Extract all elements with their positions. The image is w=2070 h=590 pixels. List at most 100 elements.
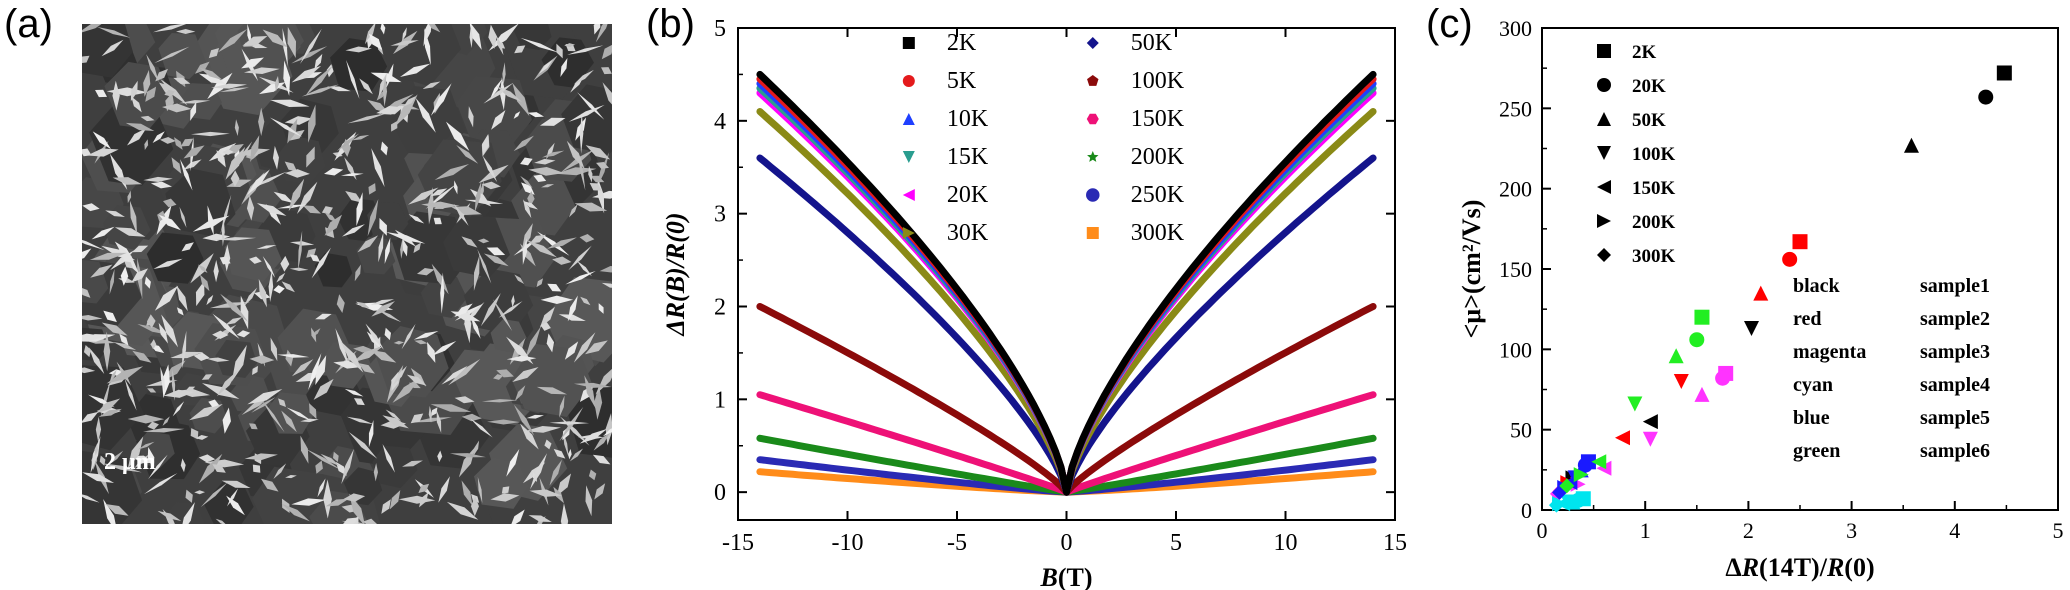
flake (94, 444, 99, 456)
flake (112, 80, 120, 111)
flake (522, 200, 539, 210)
flake (348, 431, 378, 459)
flake (477, 249, 492, 284)
flake (528, 515, 552, 522)
flake (333, 360, 363, 369)
flake (173, 137, 183, 150)
flake (170, 351, 204, 359)
flake (206, 357, 230, 362)
grain (561, 84, 612, 155)
flake (194, 61, 210, 74)
flake (242, 35, 268, 46)
flake (159, 136, 176, 144)
flake (309, 403, 317, 419)
flake (164, 89, 175, 97)
flake (363, 518, 377, 524)
flake (225, 317, 243, 325)
flake (284, 161, 298, 172)
x-axis-label: ΔR(14T)/R(0) (1725, 553, 1874, 582)
flake (530, 453, 547, 490)
flake (540, 295, 574, 304)
legend-label-50K: 50K (1131, 30, 1173, 56)
flake (182, 330, 187, 369)
flake (520, 175, 533, 188)
legend-marker-250K (1086, 188, 1100, 202)
flake (399, 63, 431, 77)
flake (598, 303, 604, 314)
flake (461, 413, 482, 422)
flake (489, 78, 503, 100)
flake (461, 480, 473, 507)
flake (198, 454, 216, 463)
flake (482, 133, 489, 156)
y-tick-label: 300 (1499, 16, 1532, 41)
y-axis-label: ΔR(B)/R(0) (661, 212, 690, 336)
flake (430, 83, 452, 116)
flake (131, 268, 149, 283)
point-sample2 (1614, 430, 1630, 446)
flake (289, 267, 309, 271)
flake (364, 24, 376, 45)
x-tick-label: 0 (1061, 530, 1073, 556)
flake (311, 327, 317, 343)
y-tick-label: 2 (714, 294, 726, 320)
flake (82, 148, 92, 157)
grain (463, 268, 534, 335)
flake (315, 355, 327, 386)
flake (274, 75, 280, 92)
flake (400, 240, 404, 259)
flake (594, 483, 606, 500)
flake (148, 454, 168, 480)
flake (87, 148, 119, 157)
point-sample3 (1694, 386, 1710, 402)
flake (520, 157, 533, 166)
flake (105, 210, 125, 217)
flake (222, 407, 231, 434)
flake (437, 450, 443, 463)
flake (226, 495, 245, 516)
y-tick-label: 250 (1499, 96, 1532, 121)
flake (325, 498, 349, 507)
flake (103, 498, 116, 524)
flake (200, 274, 210, 292)
flake (262, 29, 288, 48)
flake (256, 203, 287, 216)
y-tick-label: 200 (1499, 177, 1532, 202)
flake (336, 133, 360, 152)
flake (370, 349, 397, 363)
flake (585, 145, 611, 160)
flake (278, 398, 286, 408)
flake (258, 107, 265, 137)
flake (418, 483, 430, 494)
legend-marker-200K (1087, 151, 1099, 162)
flake (283, 60, 291, 96)
flake (585, 485, 593, 517)
flake (200, 482, 228, 508)
flake (146, 54, 159, 83)
flake (560, 503, 569, 524)
legend-marker-100K (1087, 75, 1099, 86)
legend-label-5K: 5K (947, 68, 977, 94)
flake (182, 502, 195, 524)
flake (336, 294, 345, 313)
flake (402, 460, 423, 467)
flake (172, 401, 185, 417)
flake (558, 314, 586, 321)
legend-label-150K: 150K (1632, 178, 1676, 199)
flake (529, 489, 563, 497)
flake (82, 472, 115, 483)
flake (162, 103, 192, 113)
flake (124, 261, 133, 269)
flake (453, 203, 469, 226)
flake (162, 198, 177, 208)
flake (90, 264, 113, 278)
curve-50K (756, 154, 1377, 496)
flake (595, 24, 608, 43)
legend-marker-100K (1597, 146, 1611, 160)
flake (599, 266, 612, 273)
flake (158, 214, 181, 231)
flake (601, 282, 612, 288)
flake (568, 104, 605, 122)
flake (313, 378, 334, 400)
flake (564, 43, 576, 48)
